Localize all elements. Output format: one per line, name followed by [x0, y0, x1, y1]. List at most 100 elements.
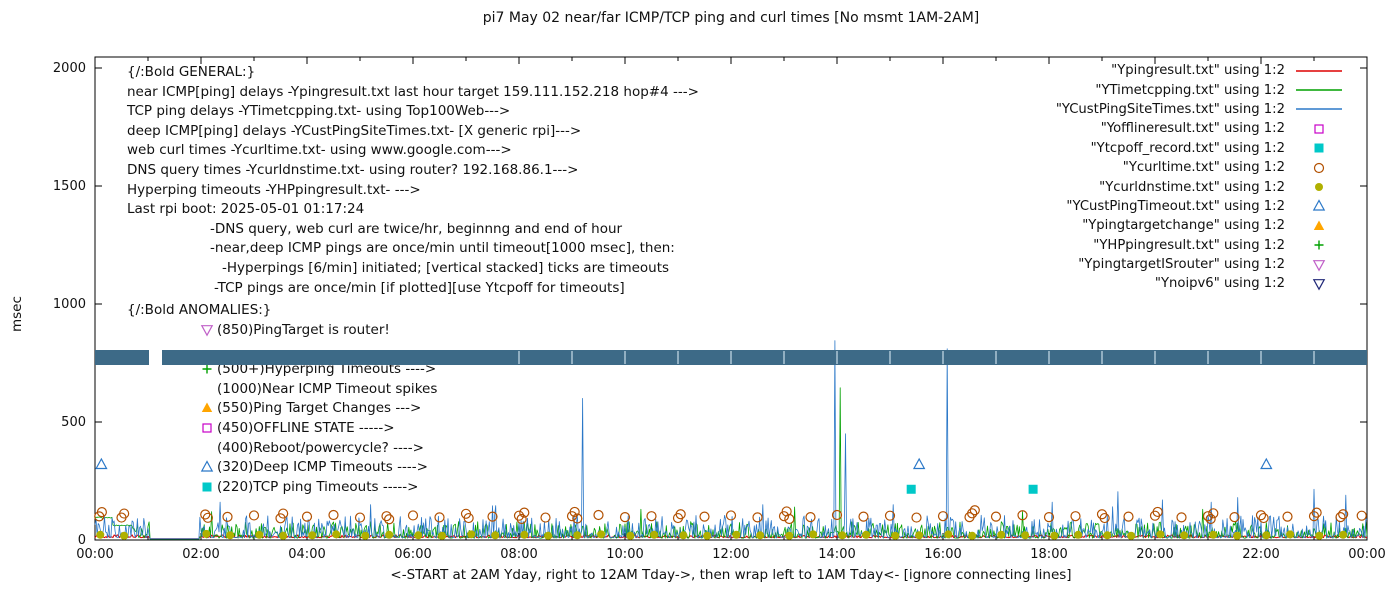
legend-label: "Yofflineresult.txt" using 1:2 — [1100, 121, 1285, 137]
anomaly-text: (850)PingTarget is router! — [217, 321, 390, 338]
legend-entry: "Ypingresult.txt" using 1:2 — [1056, 61, 1344, 80]
anomaly-marker-spacer — [199, 440, 217, 456]
general-annotation-line: web curl times -Ycurltime.txt- using www… — [127, 142, 512, 159]
anomaly-line: (550)Ping Target Changes ---> — [199, 398, 437, 418]
legend-entry: "YTimetcpping.txt" using 1:2 — [1056, 80, 1344, 99]
general-annotation-block: {/:Bold GENERAL:} near ICMP[ping] delays … — [127, 63, 699, 298]
anomaly-line: (500+)Hyperping Timeouts ----> — [199, 359, 437, 379]
anomaly-text: (1000)Near ICMP Timeout spikes — [217, 380, 438, 397]
series-line-YCustPingSiteTimes.txt — [94, 340, 1368, 540]
legend-label: "Ycurldnstime.txt" using 1:2 — [1099, 179, 1285, 195]
anomaly-line: (1000)Near ICMP Timeout spikes — [199, 379, 437, 399]
anomaly-text: (450)OFFLINE STATE -----> — [217, 419, 395, 436]
anomaly-marker-square-open-icon — [199, 420, 217, 436]
anomaly-marker-spacer — [199, 381, 217, 397]
anomaly-line: (400)Reboot/powercycle? ----> — [199, 438, 437, 458]
general-annotation-line: -TCP pings are once/min [if plotted][use… — [214, 279, 625, 296]
legend-label: "YpingtargetISrouter" using 1:2 — [1078, 257, 1285, 273]
general-annotation-line: DNS query times -Ycurldnstime.txt- using… — [127, 161, 579, 178]
legend-entry: "Ytcpoff_record.txt" using 1:2 — [1056, 139, 1344, 158]
legend-entry: "Ynoipv6" using 1:2 — [1056, 274, 1344, 293]
y-tick-label: 0 — [78, 533, 86, 548]
x-tick-label: 18:00 — [1030, 547, 1067, 562]
general-annotation-line: deep ICMP[ping] delays -YCustPingSiteTim… — [127, 122, 582, 139]
legend-entry: "Ycurltime.txt" using 1:2 — [1056, 158, 1344, 177]
series-points-Ycurldnstime.txt — [96, 529, 1348, 540]
anomaly-text: (550)Ping Target Changes ---> — [217, 400, 422, 417]
anomaly-marker-square-fill-icon — [199, 479, 217, 495]
x-tick-label: 20:00 — [1136, 547, 1173, 562]
legend-marker-square-fill-icon — [1294, 141, 1344, 155]
general-annotation-line: {/:Bold GENERAL:} — [127, 64, 256, 80]
anomaly-text: (500+)Hyperping Timeouts ----> — [217, 360, 437, 377]
legend-marker-tri-down-open-icon — [1294, 258, 1344, 272]
x-tick-label: 22:00 — [1242, 547, 1279, 562]
series-points-YCustPingTimeout.txt — [95, 457, 1273, 470]
anomalies-annotation-block: {/:Bold ANOMALIES:} (850)PingTarget is ro… — [127, 300, 437, 497]
legend-marker-circle-fill-icon — [1294, 180, 1344, 194]
legend-marker-line-icon — [1294, 83, 1344, 97]
anomaly-marker-spacer — [199, 341, 217, 357]
legend-label: "Ynoipv6" using 1:2 — [1154, 276, 1285, 292]
anomaly-text: (320)Deep ICMP Timeouts ----> — [217, 459, 428, 476]
x-tick-label: 14:00 — [818, 547, 855, 562]
legend-marker-tri-up-fill-icon — [1294, 219, 1344, 233]
legend-marker-plus-icon — [1294, 238, 1344, 252]
x-tick-label: 00:00 — [1348, 547, 1385, 562]
x-axis-label: <-START at 2AM Yday, right to 12AM Tday-… — [390, 567, 1072, 583]
x-tick-label: 12:00 — [712, 547, 749, 562]
general-annotation-line: Last rpi boot: 2025-05-01 01:17:24 — [127, 201, 365, 218]
chart-title: pi7 May 02 near/far ICMP/TCP ping and cu… — [482, 10, 980, 26]
legend-label: "Ytcpoff_record.txt" using 1:2 — [1090, 140, 1285, 156]
legend: "Ypingresult.txt" using 1:2 "YTimetcpping… — [1056, 61, 1344, 294]
series-points-Ycurltime.txt — [94, 505, 1367, 525]
x-tick-label: 02:00 — [182, 547, 219, 562]
x-tick-label: 06:00 — [394, 547, 431, 562]
anomaly-line — [199, 339, 437, 359]
legend-marker-circle-open-icon — [1294, 161, 1344, 175]
y-axis-label: msec — [9, 296, 25, 332]
legend-entry: "YpingtargetISrouter" using 1:2 — [1056, 255, 1344, 274]
legend-entry: "YHPpingresult.txt" using 1:2 — [1056, 236, 1344, 255]
x-tick-label: 00:00 — [76, 547, 113, 562]
anomaly-marker-tri-up-fill-icon — [199, 400, 217, 416]
legend-marker-square-open-icon — [1294, 122, 1344, 136]
series-points-Ytcpoff_record.txt — [906, 484, 1038, 494]
anomaly-line: (320)Deep ICMP Timeouts ----> — [199, 458, 437, 478]
x-tick-label: 10:00 — [606, 547, 643, 562]
legend-entry: "YCustPingSiteTimes.txt" using 1:2 — [1056, 100, 1344, 119]
general-annotation-line: -DNS query, web curl are twice/hr, begin… — [210, 220, 623, 237]
legend-label: "YTimetcpping.txt" using 1:2 — [1095, 82, 1285, 98]
anomaly-marker-tri-down-open-icon — [199, 322, 217, 338]
general-annotation-line: TCP ping delays -YTimetcpping.txt- using… — [127, 103, 511, 120]
x-tick-label: 04:00 — [288, 547, 325, 562]
anomaly-line: (220)TCP ping Timeouts -----> — [199, 477, 437, 497]
legend-label: "YHPpingresult.txt" using 1:2 — [1093, 237, 1285, 253]
anomaly-line: (450)OFFLINE STATE -----> — [199, 418, 437, 438]
anomaly-marker-tri-up-open-icon — [199, 459, 217, 475]
general-annotation-line: -near,deep ICMP pings are once/min until… — [210, 240, 675, 257]
general-annotation-line: near ICMP[ping] delays -Ypingresult.txt … — [127, 83, 699, 100]
anomaly-marker-plus-icon — [199, 361, 217, 377]
y-tick-label: 1500 — [53, 179, 86, 194]
legend-marker-line-icon — [1294, 102, 1344, 116]
y-tick-label: 1000 — [53, 297, 86, 312]
legend-marker-line-icon — [1294, 64, 1344, 78]
legend-label: "Ypingtargetchange" using 1:2 — [1082, 218, 1285, 234]
x-tick-label: 16:00 — [924, 547, 961, 562]
anomaly-text: (220)TCP ping Timeouts -----> — [217, 479, 419, 496]
general-annotation-line: Hyperping timeouts -YHPpingresult.txt- -… — [127, 181, 421, 198]
anomalies-header: {/:Bold ANOMALIES:} — [127, 301, 272, 318]
series-line-YTimetcpping.txt — [94, 387, 1368, 540]
legend-label: "YCustPingTimeout.txt" using 1:2 — [1066, 198, 1285, 214]
legend-entry: "Yofflineresult.txt" using 1:2 — [1056, 119, 1344, 138]
legend-entry: "Ypingtargetchange" using 1:2 — [1056, 216, 1344, 235]
legend-label: "Ycurltime.txt" using 1:2 — [1122, 160, 1285, 176]
legend-label: "Ypingresult.txt" using 1:2 — [1111, 63, 1285, 79]
legend-label: "YCustPingSiteTimes.txt" using 1:2 — [1055, 101, 1285, 117]
general-annotation-line: -Hyperpings [6/min] initiated; [vertical… — [222, 259, 670, 276]
y-tick-label: 2000 — [53, 61, 86, 76]
y-tick-label: 500 — [61, 415, 86, 430]
